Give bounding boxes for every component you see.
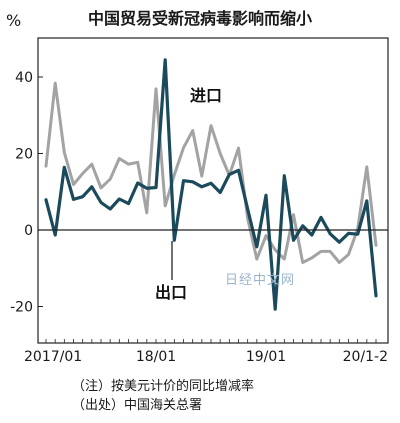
x-tick-label: 18/01 [136,349,176,365]
import-series-line [44,81,378,264]
x-tick-label: 19/01 [246,349,286,365]
footnote-note: （注）按美元计价的同比增减率 [72,379,255,394]
y-tick-label: -20 [10,300,33,316]
y-tick-label: 0 [24,223,33,239]
import-series-label: 进口 [190,86,222,105]
watermark: 日经中文网 [225,273,295,288]
plot-frame [37,37,389,344]
chart-title: 中国贸易受新冠病毒影响而缩小 [88,9,312,28]
y-axis-unit: % [6,11,21,30]
y-tick-label: 40 [15,70,33,86]
x-tick-label: 20/1-2 [343,349,388,365]
x-tick-label: 2017/01 [24,349,82,365]
export-series-label: 出口 [155,283,187,302]
export-series-line [44,58,378,311]
footnote-source: （出处）中国海关总署 [72,398,203,413]
y-tick-label: 20 [15,147,33,163]
